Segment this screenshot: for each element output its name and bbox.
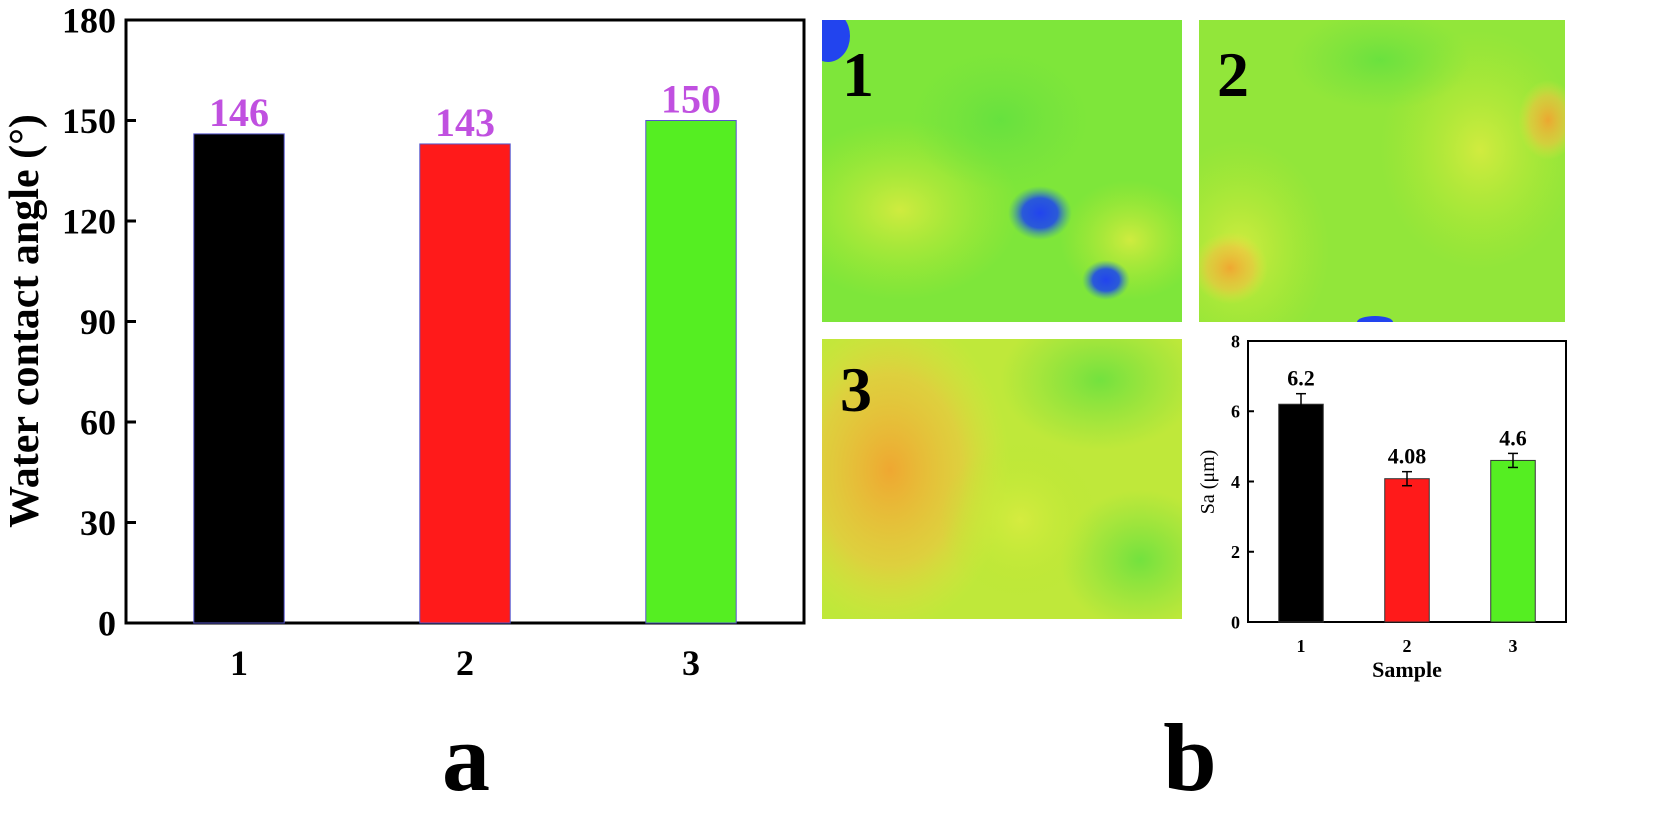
chart-b-bar-3 <box>1490 459 1536 623</box>
chart-a-y-tick-label: 150 <box>62 101 116 141</box>
panel-b-letter: b <box>1163 704 1216 811</box>
chart-a-y-tick-label: 60 <box>80 403 116 443</box>
chart-b-bars <box>1278 403 1536 623</box>
chart-a-y-tick-label: 0 <box>98 604 116 644</box>
chart-a-y-tick-label: 30 <box>80 503 116 543</box>
map-3-label: 3 <box>840 354 872 425</box>
map-1-label: 1 <box>842 39 874 110</box>
surface-map-2: 2 <box>1199 20 1565 322</box>
chart-a-y-axis-title: Water contact angle (°) <box>2 114 48 528</box>
chart-a-bar-3 <box>645 120 737 624</box>
chart-b-error-bar-2 <box>1402 470 1412 487</box>
chart-a-bars <box>193 120 737 624</box>
roughness-chart: 0 2 4 6 8 1 2 3 6.2 4.08 4.6 Sa (μm) Sample <box>1197 330 1569 682</box>
surface-map-3: 3 <box>822 339 1182 619</box>
chart-b-error-bars <box>1296 392 1518 487</box>
map-2-label: 2 <box>1217 39 1249 110</box>
chart-a-bar-2 <box>419 143 511 624</box>
chart-b-y-tick-label: 8 <box>1231 331 1240 351</box>
chart-a-data-labels: 146 143 150 <box>209 77 721 145</box>
chart-b-bar-1 <box>1278 403 1324 623</box>
panel-a-letter: a <box>442 704 490 811</box>
chart-b-y-tick-label: 0 <box>1231 612 1240 632</box>
chart-b-y-tick-label: 4 <box>1231 472 1240 492</box>
chart-b-x-axis-title: Sample <box>1372 657 1442 682</box>
chart-b-error-bar-3 <box>1508 452 1518 469</box>
chart-a-x-tick-label: 2 <box>456 643 474 683</box>
chart-b-value-label: 6.2 <box>1287 366 1315 391</box>
chart-a-y-tick-label: 180 <box>62 1 116 41</box>
chart-b-bar-2 <box>1384 478 1430 623</box>
chart-b-error-bar-1 <box>1296 392 1306 416</box>
chart-a-value-label: 150 <box>661 77 721 122</box>
chart-a-y-ticks: 0 30 60 90 120 150 180 <box>62 1 136 644</box>
chart-a-y-tick-label: 90 <box>80 302 116 342</box>
contact-angle-chart: 0 30 60 90 120 150 180 1 2 3 146 143 150 Water con… <box>2 1 806 683</box>
surface-map-1: 1 <box>822 20 1182 322</box>
chart-b-y-tick-label: 2 <box>1231 542 1240 562</box>
chart-b-data-labels: 6.2 4.08 4.6 <box>1287 366 1527 469</box>
chart-b-value-label: 4.08 <box>1388 444 1427 469</box>
chart-b-x-tick-label: 2 <box>1403 636 1412 656</box>
chart-a-value-label: 143 <box>435 100 495 145</box>
chart-b-y-ticks: 0 2 4 6 8 <box>1231 331 1254 632</box>
chart-a-x-tick-label: 1 <box>230 643 248 683</box>
chart-b-x-tick-label: 1 <box>1297 636 1306 656</box>
chart-b-y-axis-title: Sa (μm) <box>1197 450 1219 515</box>
chart-a-y-tick-label: 120 <box>62 202 116 242</box>
chart-a-bar-1 <box>193 133 285 624</box>
chart-a-x-tick-label: 3 <box>682 643 700 683</box>
chart-b-x-tick-label: 3 <box>1509 636 1518 656</box>
chart-b-value-label: 4.6 <box>1499 425 1527 450</box>
chart-a-value-label: 146 <box>209 90 269 135</box>
chart-b-y-tick-label: 6 <box>1231 402 1240 422</box>
